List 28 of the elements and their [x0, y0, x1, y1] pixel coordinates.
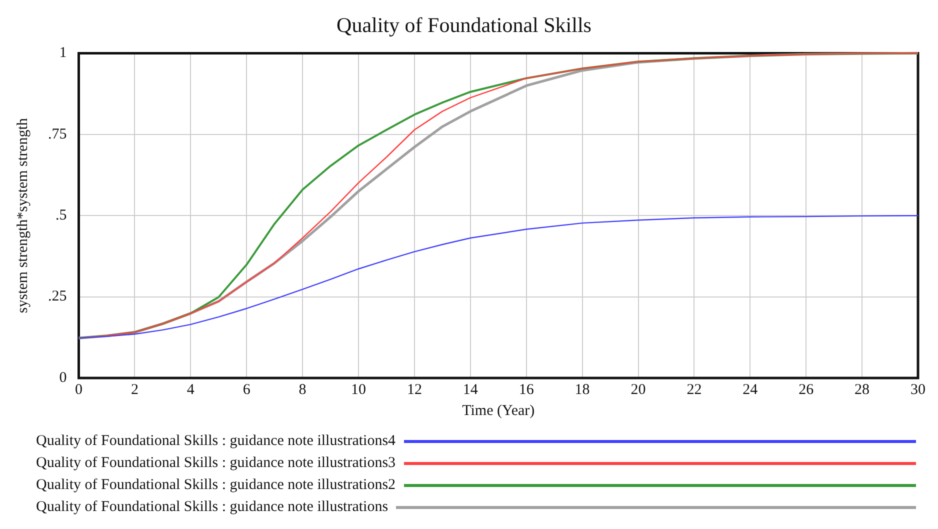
- x-tick-label: 30: [910, 382, 926, 398]
- x-tick-label: 22: [686, 382, 702, 398]
- y-tick-label: .25: [48, 288, 67, 305]
- x-tick-label: 8: [298, 382, 306, 398]
- y-axis-title: system strength*system strength: [14, 118, 31, 314]
- x-tick-label: 6: [242, 382, 251, 398]
- legend-label: Quality of Foundational Skills : guidance note illustrations3: [36, 454, 396, 472]
- y-tick-label: .75: [48, 126, 67, 142]
- y-tick-label: 0: [59, 370, 67, 386]
- x-tick-label: 16: [518, 382, 534, 398]
- x-tick-label: 12: [406, 382, 422, 398]
- x-tick-label: 20: [630, 382, 646, 398]
- x-tick-label: 24: [742, 382, 758, 398]
- x-tick-label: 28: [854, 382, 870, 398]
- x-tick-label: 2: [130, 382, 138, 398]
- x-tick-label: 0: [75, 382, 82, 398]
- x-tick-label: 18: [574, 382, 590, 398]
- chart-title: Quality of Foundational Skills: [336, 13, 592, 38]
- y-tick-label: .5: [56, 208, 67, 224]
- x-tick-label: 26: [798, 382, 814, 398]
- x-tick-label: 10: [351, 382, 366, 398]
- legend-label: Quality of Foundational Skills : guidance note illustrations4: [36, 432, 396, 450]
- x-tick-label: 14: [462, 382, 478, 398]
- y-tick-label: 1: [59, 45, 67, 62]
- x-axis-title: Time (Year): [462, 402, 535, 419]
- x-tick-label: 4: [186, 382, 195, 398]
- legend-label: Quality of Foundational Skills : guidance note illustrations: [36, 498, 388, 516]
- legend-label: Quality of Foundational Skills : guidance note illustrations2: [36, 476, 396, 494]
